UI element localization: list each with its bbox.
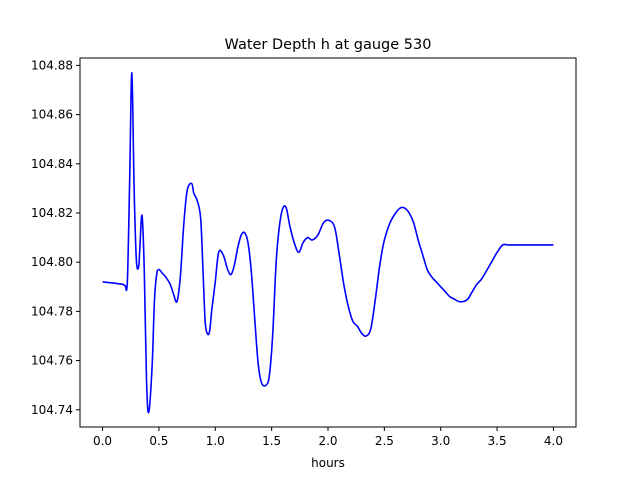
x-axis: 0.0 0.5 1.0 1.5 2.0 2.5 3.0 3.5 4.0 (93, 427, 563, 448)
x-tick-label: 3.0 (431, 434, 450, 448)
chart-title: Water Depth h at gauge 530 (225, 37, 432, 53)
y-tick-label: 104.88 (31, 58, 73, 72)
x-tick-label: 1.5 (262, 434, 281, 448)
y-axis: 104.74 104.76 104.78 104.80 104.82 104.84 104.… (31, 58, 80, 417)
x-tick-label: 3.5 (488, 434, 507, 448)
y-tick-label: 104.80 (31, 255, 73, 269)
x-tick-label: 0.0 (93, 434, 112, 448)
plot-frame (79, 57, 577, 428)
series-line (102, 71, 554, 414)
y-tick-label: 104.86 (31, 108, 73, 122)
x-tick-label: 1.0 (206, 434, 225, 448)
plot-area (102, 71, 554, 414)
y-tick-label: 104.78 (31, 304, 73, 318)
x-axis-label: hours (311, 456, 345, 470)
x-tick-label: 4.0 (544, 434, 563, 448)
x-tick-label: 2.0 (318, 434, 337, 448)
y-tick-label: 104.84 (31, 157, 73, 171)
y-tick-label: 104.82 (31, 206, 73, 220)
x-tick-label: 2.5 (375, 434, 394, 448)
x-tick-label: 0.5 (149, 434, 168, 448)
y-tick-label: 104.76 (31, 354, 73, 368)
y-tick-label: 104.74 (31, 403, 73, 417)
